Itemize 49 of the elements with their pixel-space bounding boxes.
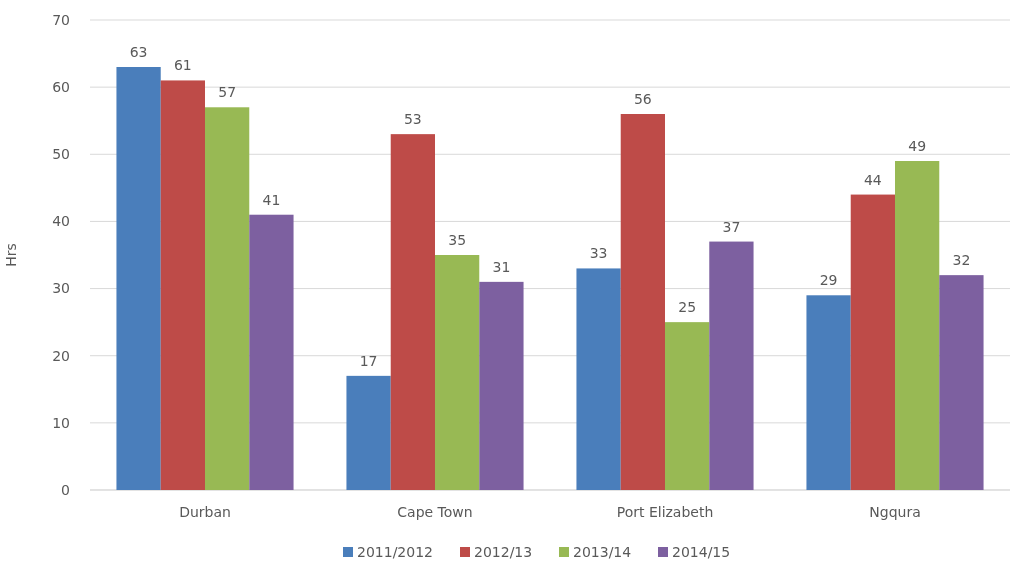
y-tick-label: 0 (61, 481, 70, 498)
y-tick-label: 40 (52, 213, 70, 230)
x-tick-label: Ngqura (869, 504, 921, 520)
legend-label: 2011/2012 (357, 543, 433, 560)
bar (709, 241, 754, 490)
data-label: 37 (722, 218, 741, 235)
bar (620, 114, 665, 490)
bar (435, 255, 480, 490)
data-label: 32 (952, 252, 971, 269)
data-label: 33 (589, 245, 608, 262)
data-label: 57 (218, 84, 237, 101)
bar (479, 281, 524, 490)
bar (939, 275, 984, 490)
data-label: 17 (359, 352, 378, 369)
bar (806, 295, 851, 490)
data-label: 49 (908, 138, 927, 154)
bar (249, 214, 294, 490)
data-label: 35 (448, 232, 467, 248)
bar (850, 194, 895, 490)
x-tick-label: Port Elizabeth (616, 504, 714, 520)
y-tick-label: 60 (52, 79, 70, 96)
x-tick-label: Durban (179, 504, 231, 520)
data-label: 29 (819, 272, 838, 289)
y-tick-label: 10 (52, 414, 70, 431)
data-label: 44 (863, 171, 882, 188)
bar (390, 134, 435, 490)
data-label: 61 (173, 57, 192, 74)
bar (895, 161, 940, 490)
legend-label: 2012/13 (474, 543, 533, 560)
bar (346, 375, 391, 490)
legend-label: 2014/15 (672, 543, 731, 560)
data-label: 53 (403, 111, 422, 128)
data-label: 25 (678, 299, 697, 316)
bar (116, 67, 161, 490)
bar (205, 107, 250, 490)
legend-label: 2013/14 (573, 543, 632, 560)
bar (576, 268, 621, 490)
bar (160, 80, 205, 490)
data-label: 41 (262, 191, 281, 208)
data-label: 63 (129, 44, 148, 60)
bar (665, 322, 710, 490)
y-tick-label: 30 (52, 280, 70, 297)
data-label: 56 (633, 91, 652, 107)
y-tick-label: 50 (52, 146, 70, 163)
x-tick-label: Cape Town (397, 504, 473, 520)
data-label: 31 (492, 258, 511, 275)
y-axis-title: Hrs (3, 243, 19, 267)
y-tick-label: 20 (52, 347, 70, 364)
y-tick-label: 70 (52, 11, 70, 28)
